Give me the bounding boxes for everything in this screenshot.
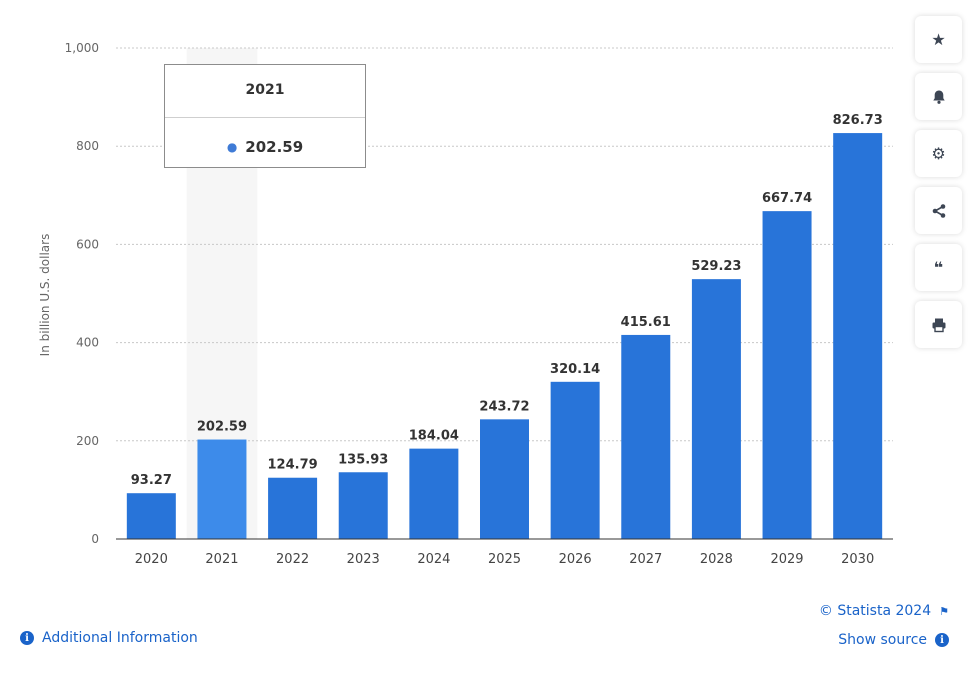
- x-tick-label: 2027: [629, 552, 662, 567]
- value-label: 529.23: [691, 259, 741, 274]
- notification-button[interactable]: [915, 73, 962, 120]
- tooltip-title: 2021: [165, 65, 365, 118]
- x-tick-label: 2026: [559, 552, 592, 567]
- bar-chart: 0 200 400 600 800 1,000 93.27 2020 202.59 2021 124…: [65, 41, 893, 567]
- credit-text: © Statista 2024: [818, 603, 932, 619]
- value-label: 415.61: [621, 315, 671, 330]
- share-icon: [932, 203, 945, 218]
- value-label: 667.74: [762, 191, 812, 206]
- info-icon: i: [20, 631, 34, 645]
- gear-icon: ⚙: [931, 144, 946, 163]
- value-label: 124.79: [268, 458, 318, 473]
- series-dot-icon: ●: [226, 140, 238, 154]
- print-icon: [932, 318, 945, 332]
- value-label: 93.27: [131, 473, 172, 488]
- bar: [762, 211, 812, 540]
- bar: [126, 493, 176, 539]
- bar: [833, 133, 883, 540]
- x-tick-label: 2022: [276, 552, 309, 567]
- bar: [268, 477, 318, 539]
- x-tick-label: 2024: [417, 552, 450, 567]
- bar: [409, 448, 459, 539]
- info-icon: i: [935, 633, 949, 647]
- y-tick-label: 800: [76, 139, 99, 153]
- x-tick-label: 2028: [700, 552, 733, 567]
- bar: [480, 419, 529, 539]
- bar: [338, 472, 388, 539]
- star-icon: ★: [931, 30, 946, 49]
- side-toolbar: ★ ⚙ ❝: [915, 16, 962, 358]
- x-tick-label: 2020: [135, 552, 168, 567]
- additional-information-link[interactable]: i Additional Information: [20, 630, 198, 646]
- show-source-label: Show source: [838, 632, 927, 648]
- tooltip-value: 202.59: [245, 138, 304, 156]
- bar: [550, 381, 600, 539]
- show-source-link[interactable]: Show source i: [838, 632, 949, 648]
- bell-icon: [932, 90, 945, 104]
- bar: [691, 279, 741, 539]
- bar: [197, 439, 247, 539]
- settings-button[interactable]: ⚙: [915, 130, 962, 177]
- value-label: 135.93: [338, 452, 388, 467]
- value-label: 202.59: [197, 420, 247, 435]
- x-tick-label: 2029: [770, 552, 803, 567]
- y-tick-label: 0: [91, 532, 99, 546]
- flag-icon: ⚑: [939, 604, 949, 618]
- x-tick-label: 2021: [205, 552, 238, 567]
- tooltip-value-row: ● 202.59: [165, 118, 365, 168]
- y-axis-label: In billion U.S. dollars: [38, 233, 52, 357]
- value-label: 826.73: [833, 113, 883, 128]
- value-label: 320.14: [550, 362, 600, 377]
- value-label: 184.04: [409, 429, 459, 444]
- favorite-button[interactable]: ★: [915, 16, 962, 63]
- value-label: 243.72: [479, 399, 529, 414]
- additional-information-label: Additional Information: [42, 630, 198, 646]
- y-tick-label: 200: [76, 434, 99, 448]
- quote-icon: ❝: [933, 258, 944, 277]
- x-tick-label: 2025: [488, 552, 521, 567]
- y-tick-label: 600: [76, 237, 99, 251]
- y-tick-label: 1,000: [65, 41, 99, 55]
- share-button[interactable]: [915, 187, 962, 234]
- x-tick-label: 2023: [347, 552, 380, 567]
- statista-credit: © Statista 2024 ⚑: [819, 603, 949, 619]
- cite-button[interactable]: ❝: [915, 244, 962, 291]
- bar: [621, 334, 671, 539]
- chart-tooltip: 2021 ● 202.59: [164, 64, 366, 168]
- print-button[interactable]: [915, 301, 962, 348]
- y-tick-label: 400: [76, 336, 99, 350]
- x-tick-label: 2030: [841, 552, 874, 567]
